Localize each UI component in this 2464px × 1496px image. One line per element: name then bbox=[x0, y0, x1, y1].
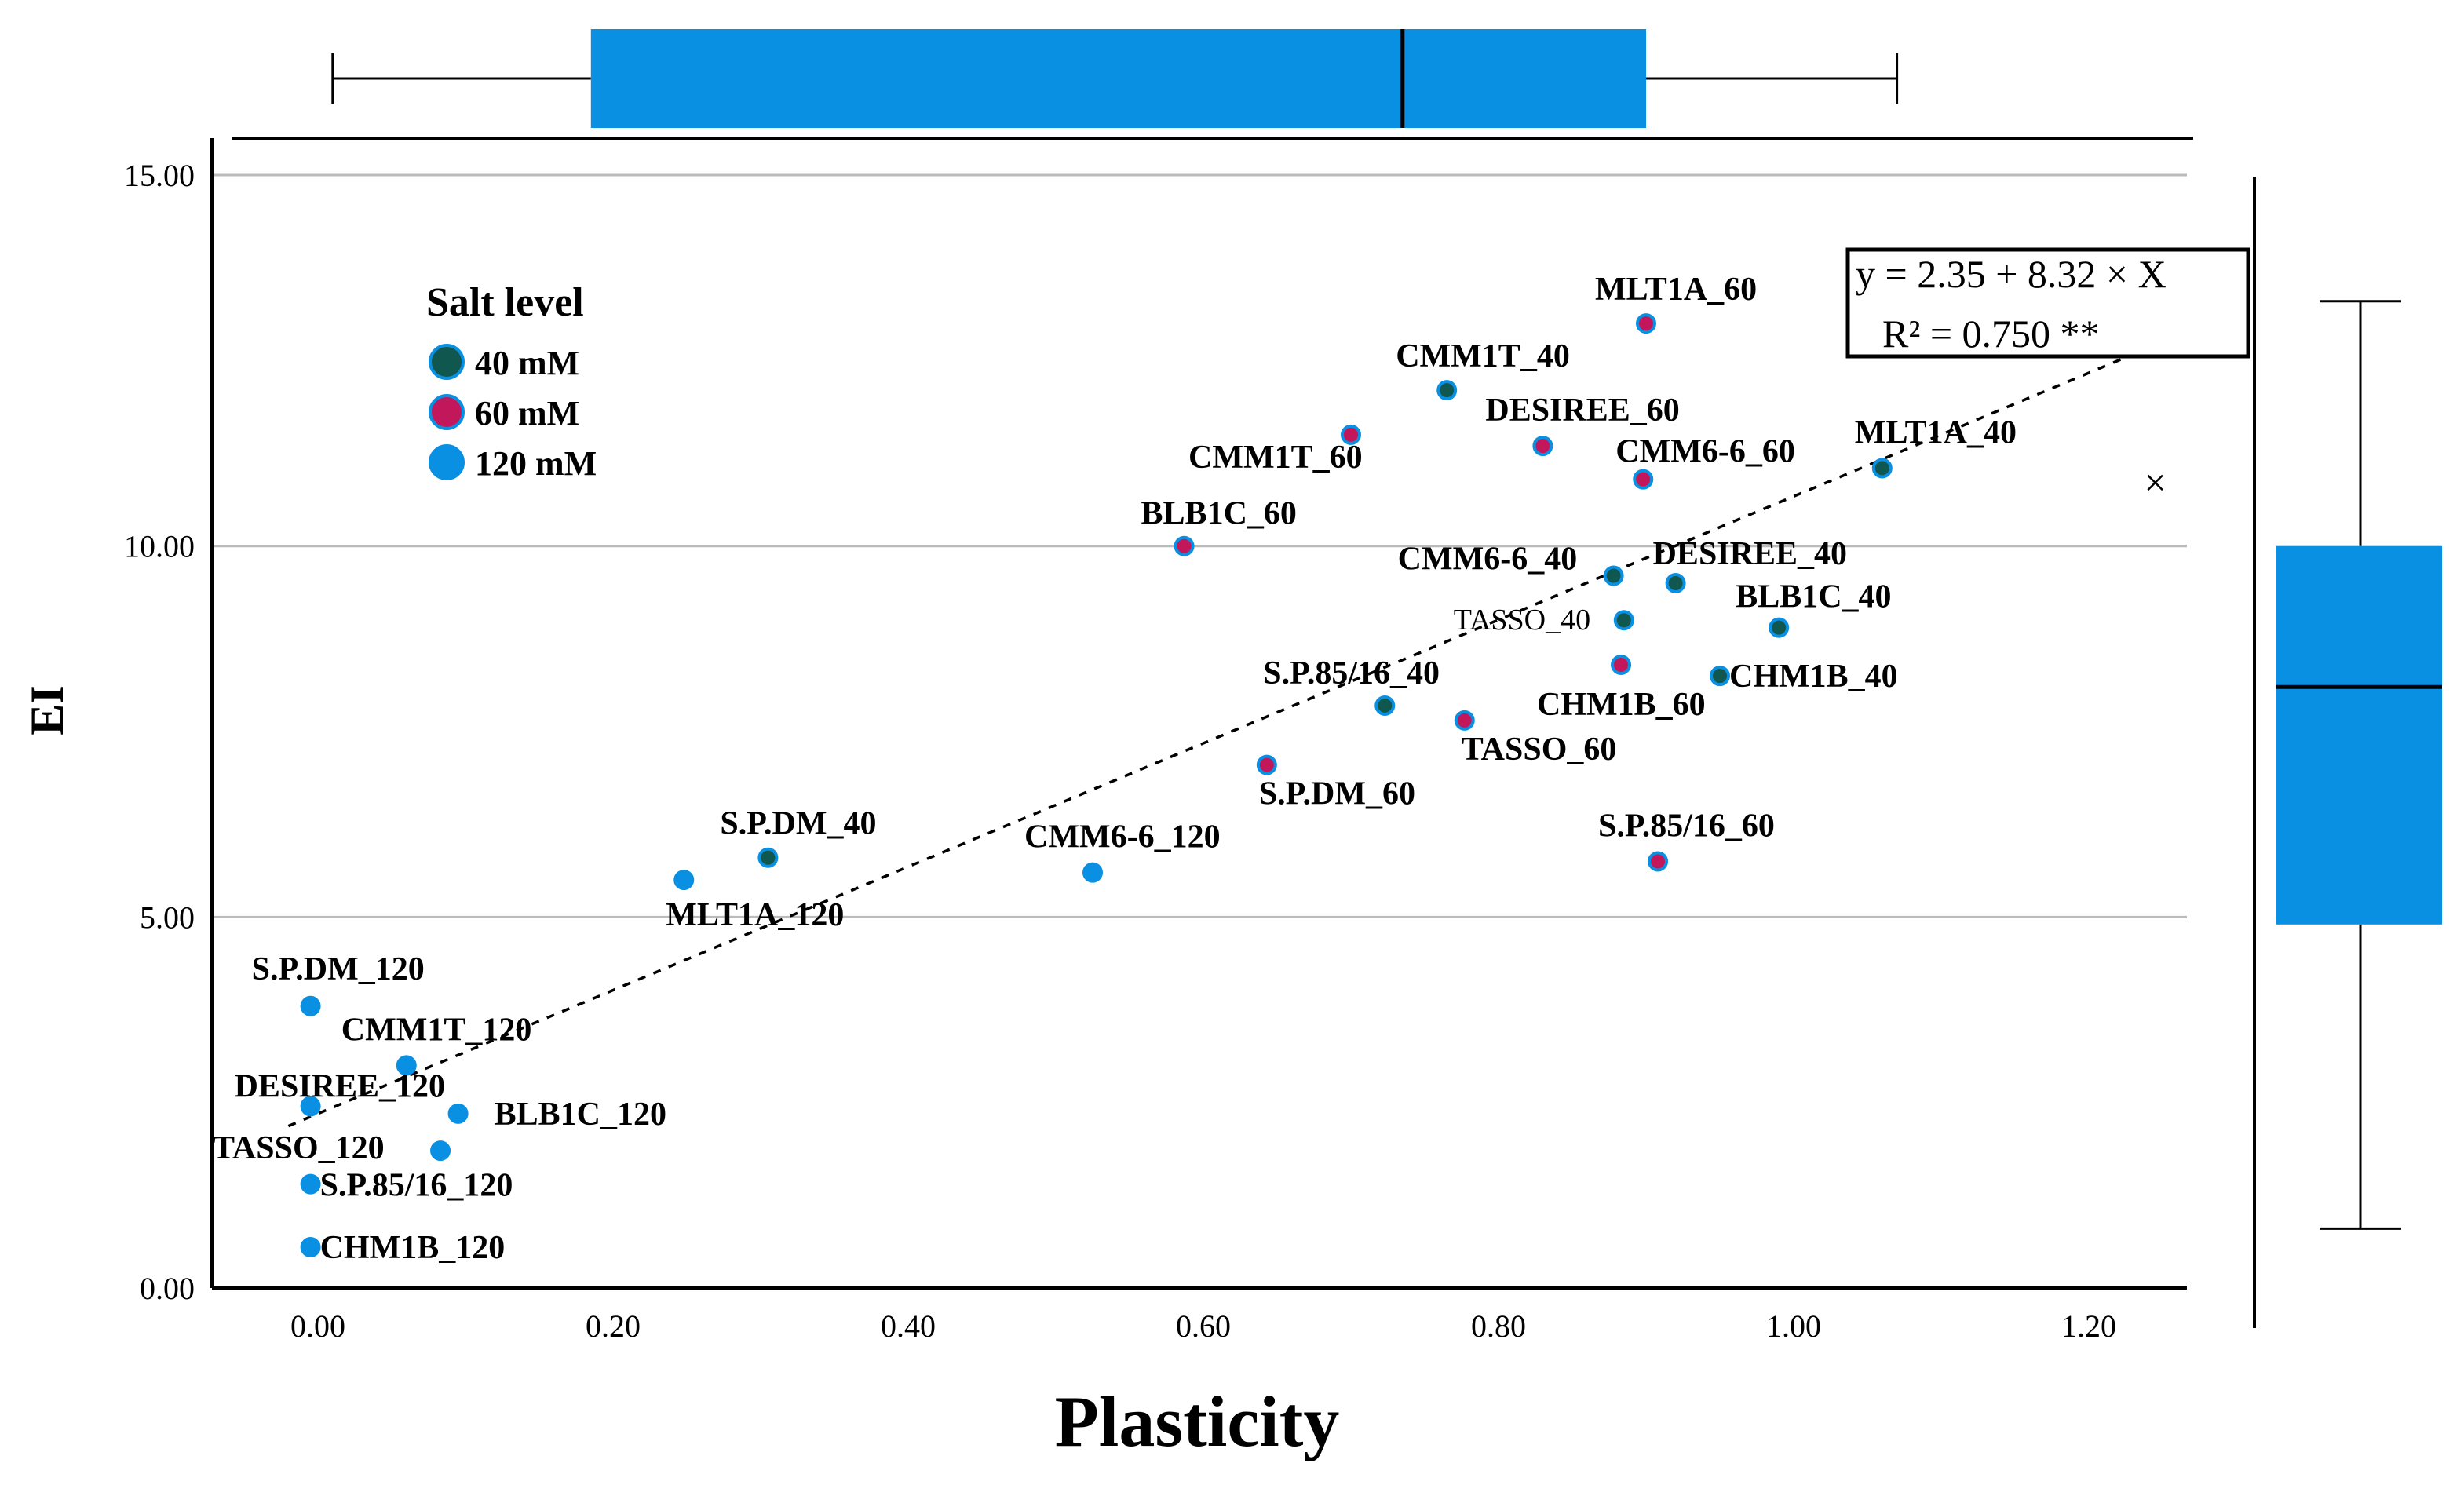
right-boxplot bbox=[2276, 300, 2442, 1230]
data-label: DESIREE_40 bbox=[1653, 536, 1847, 572]
data-point bbox=[1174, 535, 1195, 556]
point-labels: MLT1A_60 CMM1T_40 DESIREE_60 CMM1T_60 CMM6-6… bbox=[213, 272, 2017, 1266]
data-label: S.P.DM_40 bbox=[720, 806, 876, 842]
data-point bbox=[1710, 666, 1730, 687]
y-tick-label: 0.00 bbox=[140, 1271, 195, 1306]
legend-label-120mM: 120 mM bbox=[475, 444, 597, 483]
data-point bbox=[396, 1055, 417, 1076]
data-label: CHM1B_120 bbox=[320, 1230, 506, 1266]
x-tick-label: 0.80 bbox=[1471, 1308, 1526, 1344]
data-point bbox=[1341, 424, 1361, 445]
x-tick-label: 1.20 bbox=[2061, 1308, 2116, 1344]
data-label: BLB1C_40 bbox=[1736, 579, 1891, 615]
data-point bbox=[1603, 565, 1624, 586]
x-tick-label: 0.20 bbox=[586, 1308, 641, 1344]
data-point bbox=[1871, 458, 1893, 479]
data-label: BLB1C_120 bbox=[495, 1096, 666, 1133]
data-label: CMM6-6_120 bbox=[1024, 819, 1221, 856]
legend-label-40mM: 40 mM bbox=[475, 344, 579, 382]
data-label: TASSO_40 bbox=[1454, 604, 1590, 637]
outlier-marker: × bbox=[2144, 460, 2166, 504]
data-label: MLT1A_60 bbox=[1595, 272, 1757, 308]
data-label: TASSO_120 bbox=[213, 1130, 385, 1166]
data-point bbox=[757, 847, 779, 868]
data-label: CMM1T_120 bbox=[341, 1012, 532, 1048]
data-label: DESIREE_60 bbox=[1485, 392, 1679, 429]
regression-line bbox=[287, 334, 2178, 1128]
equation-box bbox=[1845, 247, 2250, 359]
data-label: S.P.85/16_40 bbox=[1263, 655, 1440, 691]
data-label: CMM1T_60 bbox=[1188, 440, 1363, 476]
gridlines bbox=[214, 173, 2187, 918]
data-label: DESIREE_120 bbox=[235, 1068, 445, 1104]
data-point bbox=[447, 1103, 469, 1124]
data-point bbox=[1082, 862, 1103, 883]
data-point bbox=[1374, 695, 1396, 716]
x-axis-title: Plasticity bbox=[1055, 1381, 1340, 1461]
data-point bbox=[300, 995, 321, 1016]
y-tick-label: 5.00 bbox=[140, 899, 195, 935]
y-tick-label: 10.00 bbox=[124, 529, 195, 564]
right-box-iqr bbox=[2276, 545, 2442, 925]
y-tick-labels: 0.00 5.00 10.00 15.00 bbox=[124, 158, 195, 1306]
y-tick-label: 15.00 bbox=[124, 158, 195, 193]
data-point bbox=[300, 1173, 321, 1195]
data-point bbox=[1611, 654, 1632, 675]
legend: Salt level 40 mM 60 mM 120 mM bbox=[426, 280, 597, 483]
legend-title: Salt level bbox=[426, 280, 584, 325]
data-label: CMM6-6_40 bbox=[1398, 542, 1578, 578]
data-label: S.P.85/16_60 bbox=[1598, 808, 1775, 844]
data-point bbox=[673, 870, 695, 891]
x-tick-label: 0.00 bbox=[290, 1308, 345, 1344]
x-tick-label: 0.60 bbox=[1176, 1308, 1231, 1344]
data-label: CMM6-6_60 bbox=[1615, 434, 1795, 470]
data-label: S.P.85/16_120 bbox=[320, 1168, 513, 1204]
data-label: S.P.DM_60 bbox=[1259, 776, 1415, 812]
data-label: TASSO_60 bbox=[1462, 732, 1617, 768]
legend-swatch-120mM bbox=[429, 444, 465, 480]
data-point bbox=[1648, 851, 1669, 872]
data-label: CMM1T_40 bbox=[1396, 338, 1570, 374]
data-label: S.P.DM_120 bbox=[252, 951, 425, 987]
data-point bbox=[1454, 710, 1475, 731]
data-label: MLT1A_120 bbox=[666, 897, 844, 933]
top-boxplot bbox=[331, 29, 1899, 128]
legend-swatch-60mM bbox=[429, 394, 465, 430]
data-point bbox=[1532, 436, 1553, 457]
data-point bbox=[300, 1096, 321, 1117]
data-point bbox=[1256, 754, 1277, 775]
y-axis-title: EI bbox=[21, 685, 73, 735]
data-point bbox=[1633, 469, 1654, 490]
data-point bbox=[1769, 617, 1790, 638]
legend-label-60mM: 60 mM bbox=[475, 394, 579, 432]
data-label: BLB1C_60 bbox=[1141, 496, 1297, 532]
top-box-iqr bbox=[590, 29, 1646, 128]
data-label: MLT1A_40 bbox=[1855, 414, 2017, 451]
x-tick-label: 0.40 bbox=[881, 1308, 936, 1344]
regression-equation: y = 2.35 + 8.32 × X bbox=[1856, 252, 2166, 296]
legend-swatch-40mM bbox=[429, 344, 465, 380]
data-label: CHM1B_40 bbox=[1729, 659, 1898, 695]
data-point bbox=[1436, 380, 1458, 401]
data-point bbox=[1665, 572, 1686, 593]
x-tick-labels: 0.00 0.20 0.40 0.60 0.80 1.00 1.20 bbox=[290, 1308, 2116, 1344]
regression-r2: R² = 0.750 ** bbox=[1882, 312, 2100, 356]
data-point bbox=[430, 1140, 451, 1162]
x-tick-label: 1.00 bbox=[1766, 1308, 1821, 1344]
data-point bbox=[1613, 610, 1634, 631]
data-label: CHM1B_60 bbox=[1537, 687, 1706, 723]
data-points bbox=[300, 313, 1893, 1258]
data-point bbox=[1636, 313, 1656, 334]
data-point bbox=[300, 1237, 321, 1258]
